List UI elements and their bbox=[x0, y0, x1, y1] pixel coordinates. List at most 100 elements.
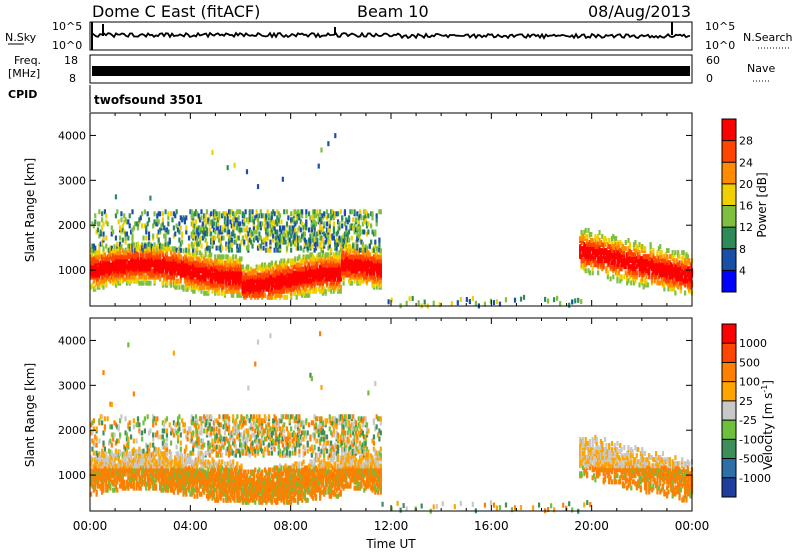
heatmap-cell bbox=[324, 260, 327, 266]
heatmap-cell bbox=[346, 237, 349, 243]
heatmap-cell bbox=[142, 235, 145, 241]
heatmap-cell bbox=[357, 272, 360, 278]
heatmap-cell bbox=[136, 453, 140, 459]
heatmap-cell bbox=[682, 264, 685, 270]
heatmap-cell bbox=[312, 237, 315, 243]
heatmap-cell bbox=[236, 262, 239, 268]
heatmap-cell bbox=[338, 288, 341, 294]
heatmap-cell bbox=[255, 290, 258, 296]
heatmap-cell bbox=[610, 260, 614, 266]
heatmap-cell bbox=[107, 483, 111, 489]
heatmap-cell bbox=[288, 268, 291, 274]
heatmap-cell bbox=[316, 260, 319, 266]
heatmap-cell bbox=[250, 294, 253, 300]
heatmap-cell bbox=[370, 211, 373, 217]
heatmap-cell bbox=[234, 239, 238, 245]
heatmap-cell bbox=[292, 264, 295, 270]
heatmap-cell bbox=[248, 292, 251, 298]
heatmap-cell bbox=[164, 227, 167, 233]
heatmap-cell bbox=[374, 239, 377, 245]
heatmap-cell bbox=[292, 290, 295, 296]
heatmap-cell bbox=[332, 288, 336, 294]
heatmap-cell bbox=[193, 260, 196, 266]
heatmap-cell bbox=[303, 241, 307, 247]
heatmap-cell bbox=[114, 247, 118, 253]
heatmap-cell bbox=[331, 213, 334, 219]
heatmap-cell bbox=[90, 455, 93, 461]
heatmap-cell bbox=[196, 274, 199, 280]
heatmap-cell bbox=[160, 268, 163, 274]
heatmap-cell bbox=[124, 446, 127, 452]
heatmap-cell bbox=[216, 233, 220, 239]
heatmap-cell bbox=[263, 292, 267, 298]
heatmap-cell bbox=[283, 284, 286, 290]
heatmap-cell bbox=[307, 292, 311, 298]
heatmap-cell bbox=[91, 282, 94, 288]
heatmap-cell bbox=[296, 239, 300, 245]
heatmap-cell bbox=[225, 286, 228, 292]
heatmap-cell bbox=[114, 451, 118, 457]
heatmap-cell bbox=[147, 256, 151, 262]
heatmap-cell bbox=[254, 268, 257, 274]
heatmap-cell bbox=[205, 209, 209, 215]
heatmap-cell bbox=[265, 286, 268, 292]
heatmap-cell bbox=[204, 276, 207, 282]
heatmap-cell bbox=[353, 229, 356, 235]
heatmap-cell bbox=[370, 256, 373, 262]
heatmap-cell bbox=[266, 286, 269, 292]
heatmap-cell bbox=[212, 235, 215, 241]
heatmap-cell bbox=[356, 280, 359, 286]
heatmap-cell bbox=[245, 217, 249, 223]
heatmap-cell bbox=[218, 229, 221, 235]
heatmap-cell bbox=[200, 243, 203, 249]
heatmap-cell bbox=[628, 242, 631, 248]
heatmap-cell bbox=[313, 231, 316, 237]
heatmap-cell bbox=[99, 260, 102, 266]
heatmap-cell bbox=[233, 213, 236, 219]
heatmap-cell bbox=[347, 243, 351, 249]
heatmap-cell bbox=[248, 288, 251, 294]
heatmap-cell bbox=[305, 213, 308, 219]
heatmap-cell bbox=[274, 235, 278, 241]
heatmap-cell bbox=[216, 221, 220, 227]
heatmap-cell bbox=[130, 274, 133, 280]
heatmap-cell bbox=[167, 246, 170, 252]
heatmap-cell bbox=[109, 455, 112, 461]
heatmap-cell bbox=[203, 266, 206, 272]
heatmap-cell bbox=[327, 239, 330, 245]
heatmap-cell bbox=[616, 272, 619, 278]
heatmap-cell bbox=[438, 302, 441, 308]
heatmap-cell bbox=[272, 272, 275, 278]
heatmap-cell bbox=[118, 278, 122, 284]
heatmap-cell bbox=[201, 274, 204, 280]
heatmap-cell bbox=[598, 250, 601, 256]
heatmap-cell bbox=[276, 292, 279, 298]
heatmap-cell bbox=[237, 292, 240, 298]
heatmap-cell bbox=[290, 211, 293, 217]
heatmap-cell bbox=[92, 247, 95, 253]
heatmap-cell bbox=[350, 247, 353, 253]
heatmap-cell bbox=[357, 278, 360, 284]
heatmap-cell bbox=[207, 217, 210, 223]
heatmap-cell bbox=[334, 262, 337, 268]
heatmap-cell bbox=[117, 272, 120, 278]
heatmap-cell bbox=[141, 266, 144, 272]
heatmap-cell bbox=[314, 258, 318, 264]
heatmap-cell bbox=[134, 278, 137, 284]
heatmap-cell bbox=[659, 250, 662, 256]
heatmap-cell bbox=[123, 219, 126, 225]
heatmap-cell bbox=[379, 282, 382, 288]
heatmap-cell bbox=[261, 262, 264, 268]
heatmap-cell bbox=[164, 258, 167, 264]
heatmap-cell bbox=[371, 248, 374, 254]
heatmap-cell bbox=[345, 239, 348, 245]
heatmap-cell bbox=[109, 424, 112, 430]
heatmap-cell bbox=[174, 252, 177, 258]
heatmap-cell bbox=[112, 487, 115, 493]
heatmap-cell bbox=[360, 254, 363, 260]
heatmap-cell bbox=[139, 430, 142, 436]
heatmap-cell bbox=[316, 241, 319, 247]
heatmap-cell bbox=[121, 227, 124, 233]
heatmap-cell bbox=[634, 240, 637, 246]
heatmap-cell bbox=[214, 229, 217, 235]
